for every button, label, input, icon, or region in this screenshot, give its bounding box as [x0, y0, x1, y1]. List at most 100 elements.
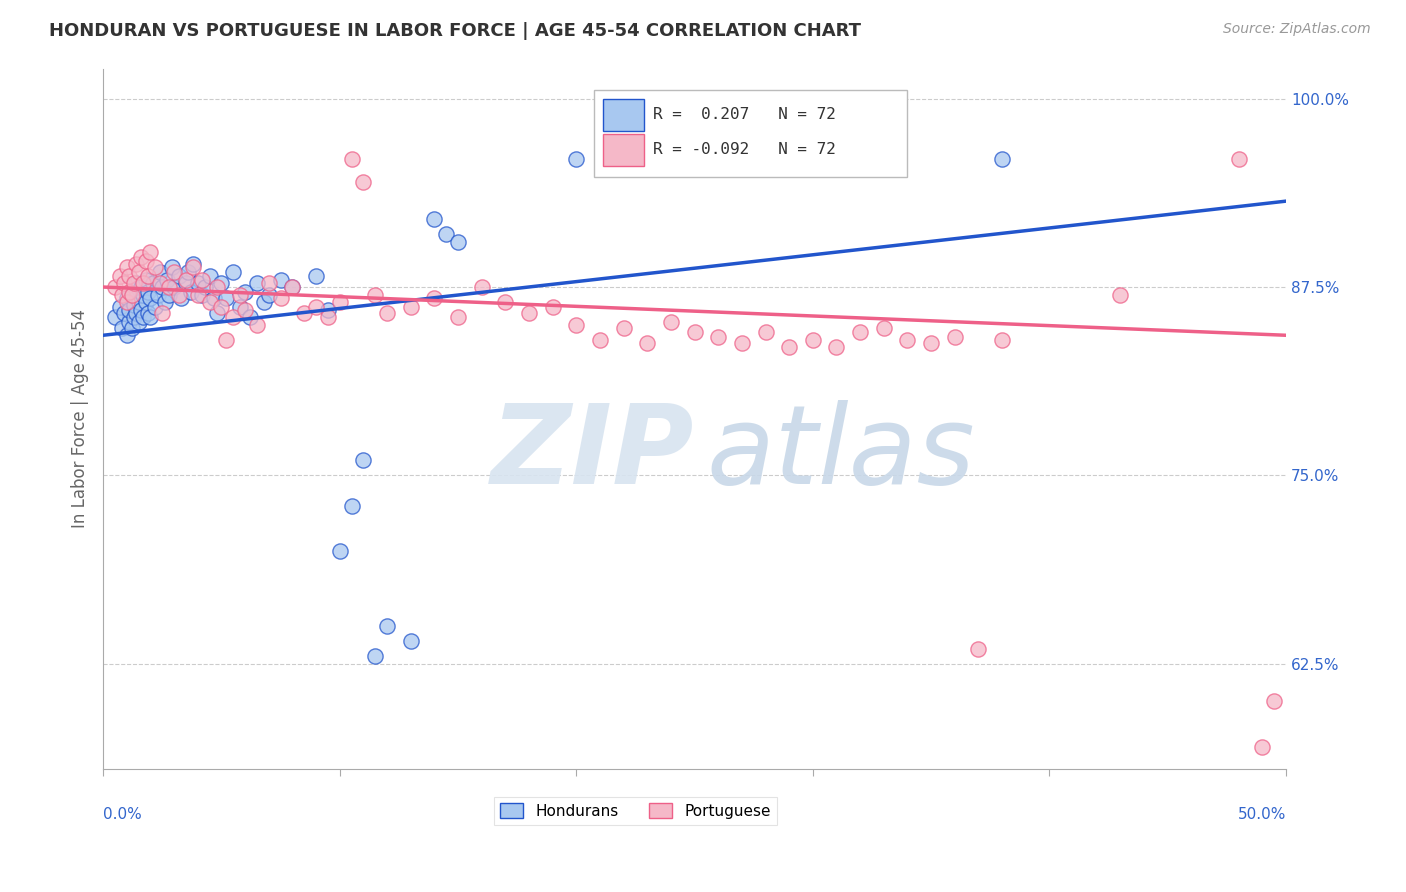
Portuguese	[565, 318, 588, 332]
Portuguese	[1227, 152, 1250, 166]
Portuguese	[636, 335, 658, 350]
Hondurans	[364, 649, 387, 664]
Portuguese	[754, 325, 776, 339]
Portuguese	[136, 269, 159, 284]
Portuguese	[257, 276, 280, 290]
Hondurans	[198, 269, 221, 284]
Hondurans	[135, 272, 157, 286]
Hondurans	[157, 287, 180, 301]
Portuguese	[778, 340, 800, 354]
Hondurans	[122, 298, 145, 312]
Hondurans	[246, 276, 269, 290]
Portuguese	[305, 300, 328, 314]
Hondurans	[239, 310, 262, 325]
Hondurans	[115, 328, 138, 343]
Hondurans	[194, 280, 217, 294]
Portuguese	[364, 287, 387, 301]
Hondurans	[352, 453, 374, 467]
Portuguese	[229, 287, 252, 301]
Hondurans	[108, 300, 131, 314]
Hondurans	[139, 291, 162, 305]
Hondurans	[222, 265, 245, 279]
Portuguese	[167, 287, 190, 301]
Portuguese	[233, 302, 256, 317]
Hondurans	[112, 306, 135, 320]
Portuguese	[209, 300, 232, 314]
Hondurans	[128, 295, 150, 310]
Text: HONDURAN VS PORTUGUESE IN LABOR FORCE | AGE 45-54 CORRELATION CHART: HONDURAN VS PORTUGUESE IN LABOR FORCE | …	[49, 22, 862, 40]
Hondurans	[423, 212, 446, 227]
Portuguese	[143, 260, 166, 275]
Hondurans	[121, 287, 143, 301]
Hondurans	[399, 634, 422, 648]
Y-axis label: In Labor Force | Age 45-54: In Labor Force | Age 45-54	[72, 310, 89, 528]
Portuguese	[118, 269, 141, 284]
Portuguese	[471, 280, 494, 294]
Portuguese	[135, 254, 157, 268]
Portuguese	[191, 272, 214, 286]
Hondurans	[447, 235, 470, 249]
Portuguese	[128, 265, 150, 279]
Portuguese	[104, 280, 127, 294]
Hondurans	[281, 280, 304, 294]
Portuguese	[174, 272, 197, 286]
Text: ZIP: ZIP	[491, 401, 695, 508]
Portuguese	[1109, 287, 1132, 301]
Hondurans	[163, 280, 186, 294]
Portuguese	[352, 175, 374, 189]
Portuguese	[340, 152, 363, 166]
Portuguese	[215, 333, 238, 347]
Text: 0.0%: 0.0%	[103, 807, 142, 822]
Portuguese	[517, 306, 540, 320]
Portuguese	[316, 310, 339, 325]
Hondurans	[149, 265, 172, 279]
FancyBboxPatch shape	[603, 99, 644, 131]
Hondurans	[136, 306, 159, 320]
Portuguese	[707, 330, 730, 344]
FancyBboxPatch shape	[593, 89, 907, 178]
Hondurans	[143, 300, 166, 314]
Hondurans	[150, 280, 173, 294]
Portuguese	[731, 335, 754, 350]
Portuguese	[801, 333, 824, 347]
Hondurans	[170, 291, 193, 305]
Portuguese	[122, 276, 145, 290]
Portuguese	[115, 260, 138, 275]
Portuguese	[447, 310, 470, 325]
Portuguese	[920, 335, 942, 350]
Portuguese	[108, 269, 131, 284]
Hondurans	[132, 310, 155, 325]
Portuguese	[222, 310, 245, 325]
Portuguese	[967, 641, 990, 656]
Portuguese	[246, 318, 269, 332]
Hondurans	[375, 619, 398, 633]
Hondurans	[139, 310, 162, 325]
Portuguese	[659, 315, 682, 329]
Portuguese	[121, 287, 143, 301]
Hondurans	[316, 302, 339, 317]
Hondurans	[121, 320, 143, 334]
Hondurans	[329, 543, 352, 558]
Hondurans	[174, 276, 197, 290]
Hondurans	[142, 276, 165, 290]
Hondurans	[160, 260, 183, 275]
Portuguese	[292, 306, 315, 320]
Portuguese	[943, 330, 966, 344]
Portuguese	[129, 250, 152, 264]
Hondurans	[434, 227, 457, 242]
Legend: Hondurans, Portuguese: Hondurans, Portuguese	[494, 797, 776, 825]
Hondurans	[257, 287, 280, 301]
Portuguese	[281, 280, 304, 294]
Portuguese	[270, 291, 292, 305]
Portuguese	[423, 291, 446, 305]
Hondurans	[565, 152, 588, 166]
Portuguese	[187, 287, 209, 301]
Hondurans	[209, 276, 232, 290]
Hondurans	[187, 276, 209, 290]
Hondurans	[132, 287, 155, 301]
Hondurans	[205, 306, 228, 320]
Hondurans	[253, 295, 276, 310]
Portuguese	[541, 300, 564, 314]
Portuguese	[181, 260, 204, 275]
Portuguese	[139, 245, 162, 260]
